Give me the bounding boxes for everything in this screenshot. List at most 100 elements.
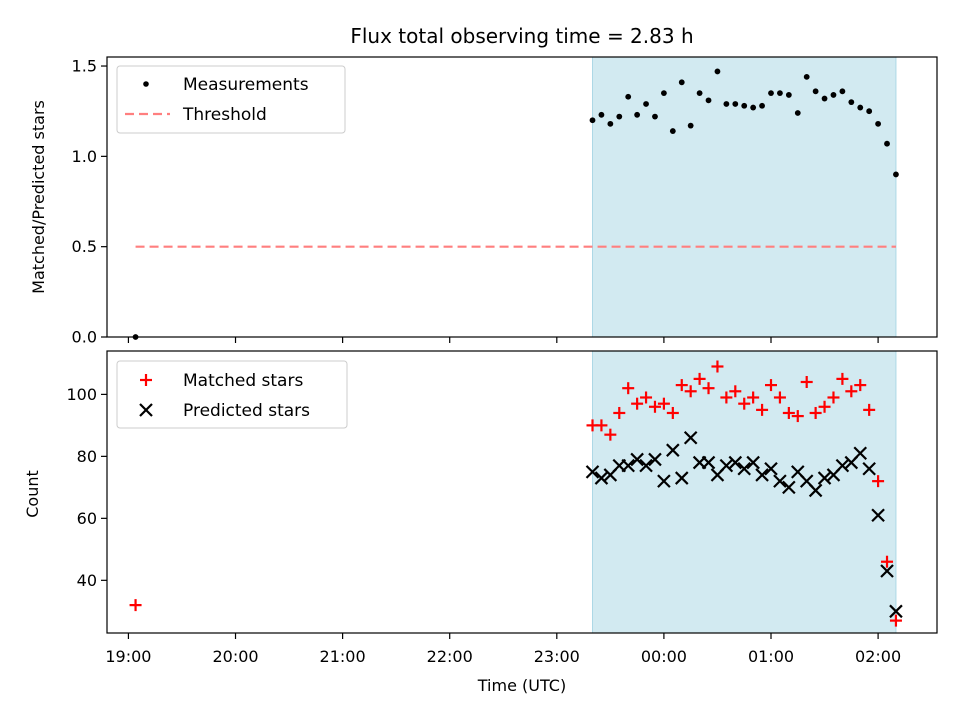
top-y-ticks: 0.0 0.5 1.0 1.5 — [72, 57, 107, 347]
matched-stars-point — [756, 403, 769, 416]
measurement-point — [652, 113, 658, 120]
predicted-stars-stroke — [657, 474, 671, 488]
predicted-stars-stroke — [799, 474, 814, 488]
legend-matched-marker — [140, 374, 152, 386]
legend-matched-label: Matched stars — [183, 371, 303, 391]
matched-stars-point — [809, 406, 822, 419]
matched-stars-point — [747, 391, 760, 404]
matched-stars-point — [872, 475, 885, 488]
predicted-stars-point — [835, 458, 850, 473]
predicted-stars-point — [728, 455, 743, 470]
matched-stars-point — [613, 406, 626, 419]
matched-stars-point — [648, 400, 661, 413]
bottom-legend-box — [116, 360, 348, 429]
top-legend: Measurements Threshold — [116, 65, 346, 134]
matched-stars-point — [845, 385, 858, 398]
matched-stars-point — [684, 385, 697, 398]
measurement-point — [634, 111, 641, 118]
measurement-point — [625, 93, 632, 100]
predicted-stars-stroke — [764, 461, 778, 476]
measurement-point — [589, 117, 596, 124]
matched-stars-point — [854, 379, 867, 392]
predicted-stars-stroke — [746, 455, 760, 470]
measurement-point — [875, 120, 881, 127]
predicted-stars-stroke — [862, 461, 876, 476]
measurement-point — [866, 108, 873, 115]
predicted-stars-point — [657, 474, 671, 488]
predicted-stars-stroke — [889, 604, 903, 619]
x-tick-label: 00:00 — [641, 647, 687, 666]
predicted-stars-stroke — [719, 458, 734, 473]
predicted-stars-stroke — [594, 471, 609, 485]
predicted-stars-stroke — [773, 474, 787, 488]
measurement-point — [893, 171, 899, 178]
predicted-stars-point — [666, 443, 680, 457]
predicted-stars-stroke — [871, 508, 885, 523]
matched-stars-point — [631, 397, 644, 410]
predicted-stars-point — [594, 471, 609, 485]
predicted-stars-point — [585, 465, 600, 479]
matched-stars-point — [791, 410, 804, 423]
predicted-stars-stroke — [648, 452, 662, 467]
matched-stars-point — [666, 406, 679, 419]
predicted-stars-point — [755, 468, 769, 482]
matched-stars-point — [640, 391, 653, 404]
matched-stars-point — [818, 400, 831, 413]
measurement-point — [732, 101, 739, 107]
x-tick-label: 02:00 — [855, 647, 901, 666]
measurement-points — [132, 68, 899, 340]
y-tick-label: 40 — [77, 571, 97, 590]
top-shaded-region — [592, 56, 897, 338]
y-tick-label: 0.0 — [72, 328, 97, 347]
predicted-stars-stroke — [621, 458, 635, 473]
measurement-point — [884, 140, 890, 147]
predicted-stars-stroke — [728, 455, 743, 470]
top-x-ticks — [127, 337, 879, 343]
measurement-point — [741, 102, 748, 109]
measurement-point — [768, 90, 774, 97]
predicted-stars-point — [773, 474, 787, 488]
predicted-stars-stroke — [808, 483, 823, 498]
predicted-stars-point — [683, 430, 698, 445]
predicted-stars-point — [674, 471, 689, 485]
y-tick-label: 60 — [77, 509, 97, 528]
measurement-point — [803, 73, 810, 80]
bottom-y-axis-label: Count — [23, 470, 42, 518]
bottom-plot-frame — [106, 350, 938, 634]
measurement-point — [714, 68, 721, 75]
predicted-stars-point — [639, 458, 653, 473]
matched-stars-point — [863, 403, 876, 416]
predicted-stars-stroke — [639, 458, 653, 473]
measurement-point — [794, 110, 801, 116]
measurement-point — [750, 104, 757, 111]
x-tick-label: 21:00 — [320, 647, 366, 666]
matched-stars-point — [782, 406, 795, 419]
matched-stars-point — [129, 599, 142, 612]
predicted-stars-stroke — [737, 461, 752, 476]
matched-stars-point — [657, 397, 670, 410]
measurement-point — [678, 79, 685, 86]
predicted-stars-stroke — [853, 446, 868, 461]
matched-stars-point — [889, 614, 902, 627]
x-tick-label: 22:00 — [427, 647, 473, 666]
matched-stars-point — [881, 555, 894, 568]
matched-stars-point — [773, 391, 786, 404]
predicted-stars-stroke — [666, 443, 680, 457]
predicted-stars-point — [701, 455, 716, 470]
predicted-stars-point — [817, 471, 832, 485]
predicted-stars-point — [621, 458, 635, 473]
legend-measurements-label: Measurements — [183, 75, 309, 95]
predicted-stars-point — [719, 458, 734, 473]
y-tick-label: 100 — [66, 385, 97, 404]
measurement-point — [643, 101, 649, 107]
matched-stars-point — [595, 419, 608, 432]
predicted-stars-point — [871, 508, 885, 523]
matched-stars-point — [729, 385, 742, 398]
top-panel: 0.0 0.5 1.0 1.5 Matched/Predicted stars Mea… — [29, 56, 938, 347]
predicted-stars-stroke — [630, 452, 644, 467]
chart-title: Flux total observing time = 2.83 h — [350, 24, 693, 48]
y-tick-label: 80 — [77, 447, 97, 466]
bottom-panel: 40 60 80 100 19:00 20:00 21:00 22:00 23:00 00:00… — [23, 350, 938, 695]
predicted-stars-stroke — [835, 458, 850, 473]
